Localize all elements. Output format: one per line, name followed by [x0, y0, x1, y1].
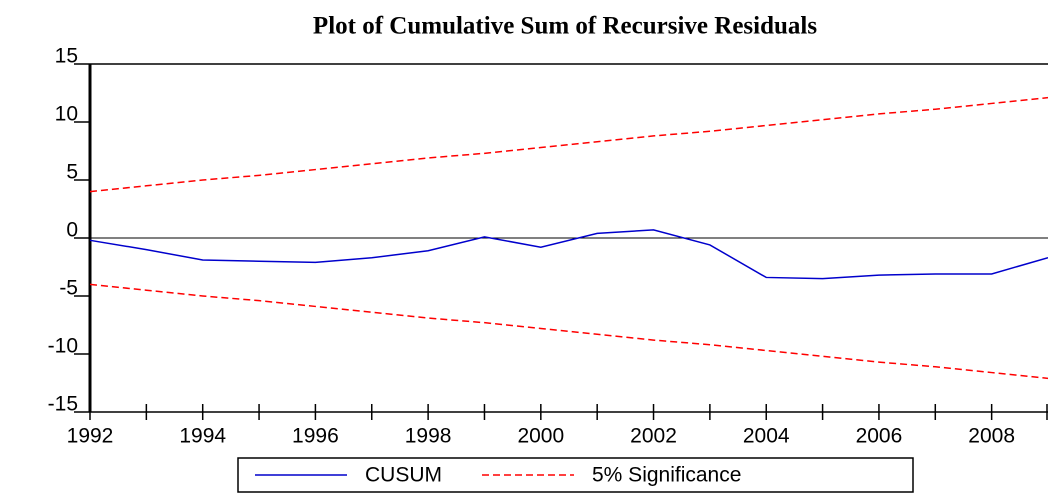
- x-tick-label: 1996: [292, 425, 339, 448]
- y-tick-label: 15: [55, 45, 78, 68]
- x-tick-label: 2006: [856, 425, 903, 448]
- legend-box: [237, 457, 914, 493]
- y-tick-label: -10: [48, 335, 78, 358]
- x-tick-label: 1992: [67, 425, 114, 448]
- series-line: [89, 96, 1048, 193]
- x-tick-label: 2000: [517, 425, 564, 448]
- chart-title: Plot of Cumulative Sum of Recursive Resi…: [313, 13, 817, 40]
- series-line: [89, 229, 1048, 280]
- y-tick-label: 10: [55, 103, 78, 126]
- y-tick-label: -15: [48, 393, 78, 416]
- y-tick-label: 5: [66, 161, 78, 184]
- legend-label: 5% Significance: [592, 464, 741, 487]
- x-tick-label: 2004: [743, 425, 790, 448]
- legend-label: CUSUM: [365, 464, 442, 487]
- x-tick-label: 1994: [179, 425, 226, 448]
- y-tick-label: 0: [66, 219, 78, 242]
- series-line: [89, 283, 1048, 380]
- x-tick-label: 2002: [630, 425, 677, 448]
- y-tick-label: -5: [59, 277, 78, 300]
- x-tick-label: 1998: [405, 425, 452, 448]
- x-tick-label: 2008: [968, 425, 1015, 448]
